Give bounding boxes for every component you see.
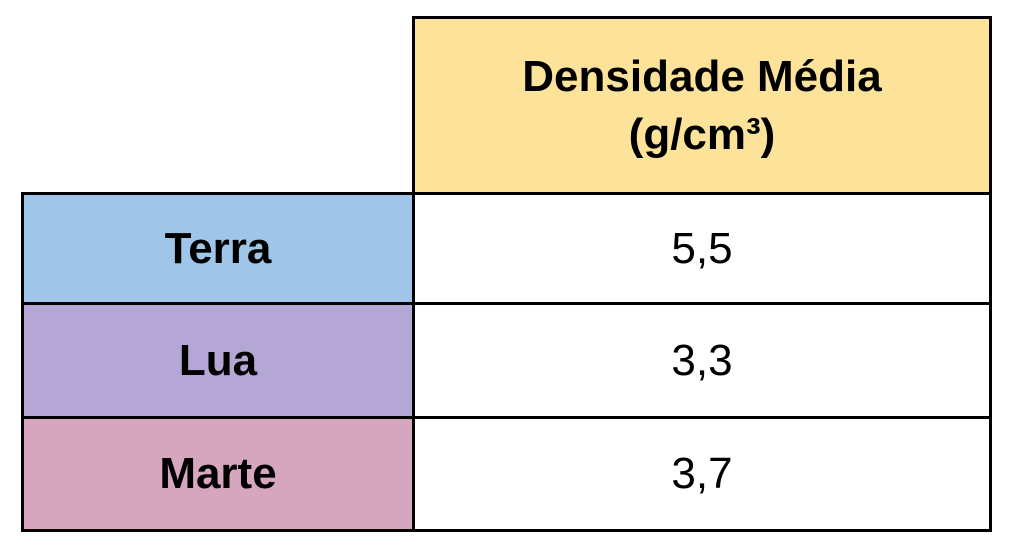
row-value: 3,7 [412, 416, 992, 532]
row-label: Terra [21, 192, 415, 305]
row-value: 3,3 [412, 302, 992, 419]
header-cell: Densidade Média (g/cm³) [412, 16, 992, 195]
row-value: 5,5 [412, 192, 992, 305]
header-line: Densidade Média [522, 51, 882, 101]
header-line: (g/cm³) [628, 109, 776, 159]
row-label: Marte [21, 416, 415, 532]
row-label: Lua [21, 302, 415, 419]
